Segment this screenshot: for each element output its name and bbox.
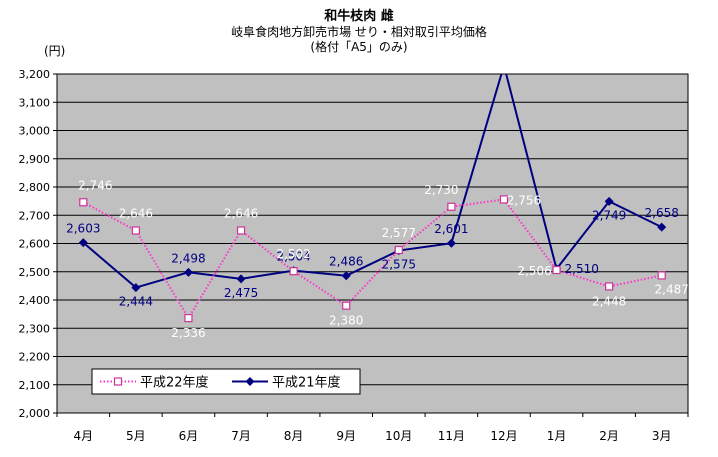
series-line-h21 [82,74,663,289]
y-axis-unit-label: (円) [44,44,66,58]
data-label-h21: 2,504 [276,250,310,264]
legend-marker-h22 [113,377,123,386]
y-tick-label: 2,500 [19,266,51,279]
x-tick-label: 1月 [547,429,567,443]
data-point-h21 [78,238,88,248]
legend-marker-h21 [245,377,255,386]
y-tick-label: 2,300 [19,322,51,335]
series-line-h22 [82,198,662,321]
x-tick-label: 2月 [599,429,619,443]
data-label-h22: 2,730 [424,183,458,197]
data-label-h21: 2,486 [329,255,363,269]
chart-subtitle-2: (格付「A5」のみ) [310,40,408,54]
data-point-h21 [183,267,193,277]
data-label-h22: 2,646 [224,207,258,221]
x-tick-label: 10月 [385,429,412,443]
legend-label-h21: 平成21年度 [272,375,341,391]
data-point-h22 [184,313,193,323]
y-tick-label: 3,100 [19,96,51,109]
data-label-h22: 2,506 [517,264,551,278]
y-tick-label: 3,200 [19,68,51,81]
data-point-h21 [236,274,246,284]
data-label-h21: 2,475 [224,286,258,300]
data-label-h22: 2,487 [655,282,689,296]
y-tick-label: 3,000 [19,125,51,138]
data-label-h22: 2,756 [507,193,541,207]
data-point-h21 [341,271,351,281]
data-label-h21: 2,575 [382,258,416,272]
x-tick-label: 7月 [231,429,251,443]
data-label-h22: 2,577 [382,226,416,240]
data-point-h22 [447,202,456,211]
x-tick-label: 4月 [73,429,93,443]
y-tick-label: 2,100 [19,379,51,392]
x-tick-label: 9月 [336,429,356,443]
data-label-h21: 2,603 [66,222,100,236]
data-point-h22 [289,267,298,276]
data-point-h22 [236,226,246,235]
data-label-h21: 2,444 [119,295,153,309]
data-point-h22 [131,226,140,235]
data-label-h21: 2,510 [565,262,599,276]
data-point-h22 [394,245,403,255]
data-point-h21 [499,61,508,70]
y-tick-label: 2,800 [19,181,51,194]
data-label-h22: 2,380 [329,314,363,328]
legend-label-h22: 平成22年度 [140,375,209,391]
data-label-h21: 2,498 [171,251,205,265]
data-label-h22: 2,646 [119,207,153,221]
x-tick-label: 8月 [284,429,304,443]
chart-subtitle: 岐阜食肉地方卸売市場 せり・相対取引平均価格 [231,25,487,39]
legend [91,368,361,395]
data-label-h22: 2,746 [78,178,112,192]
y-tick-label: 2,700 [19,209,51,222]
y-tick-label: 2,600 [19,238,51,251]
data-point-h22 [342,301,351,310]
series-layer [78,61,667,323]
data-point-h22 [499,195,509,204]
y-tick-label: 2,400 [19,294,51,307]
x-tick-label: 3月 [652,429,672,443]
data-label-h21: 2,601 [434,222,468,236]
x-tick-label: 11月 [438,429,465,443]
x-tick-label: 12月 [490,429,517,443]
data-point-h21 [604,196,614,206]
data-point-h22 [79,198,88,207]
y-tick-label: 2,200 [19,351,51,364]
data-label-h22: 2,448 [592,294,626,308]
data-point-h21 [446,238,456,248]
data-label-h21: 2,749 [592,208,626,222]
x-tick-label: 5月 [126,429,146,443]
data-point-h21 [657,222,667,232]
y-tick-label: 2,900 [19,153,51,166]
y-tick-label: 2,000 [19,407,51,420]
chart-titles: 和牛枝肉 雌 岐阜食肉地方卸売市場 せり・相対取引平均価格 (格付「A5」のみ) [0,8,718,55]
data-label-h21: 2,658 [645,206,679,220]
data-label-h22: 2,502 [276,247,310,261]
chart-title: 和牛枝肉 雌 [324,9,394,24]
data-point-h22 [552,265,561,275]
data-point-h21 [131,283,141,293]
x-tick-label: 6月 [179,429,199,443]
data-point-h22 [605,282,614,291]
data-label-h22: 2,336 [171,326,205,340]
data-point-h22 [657,271,666,280]
